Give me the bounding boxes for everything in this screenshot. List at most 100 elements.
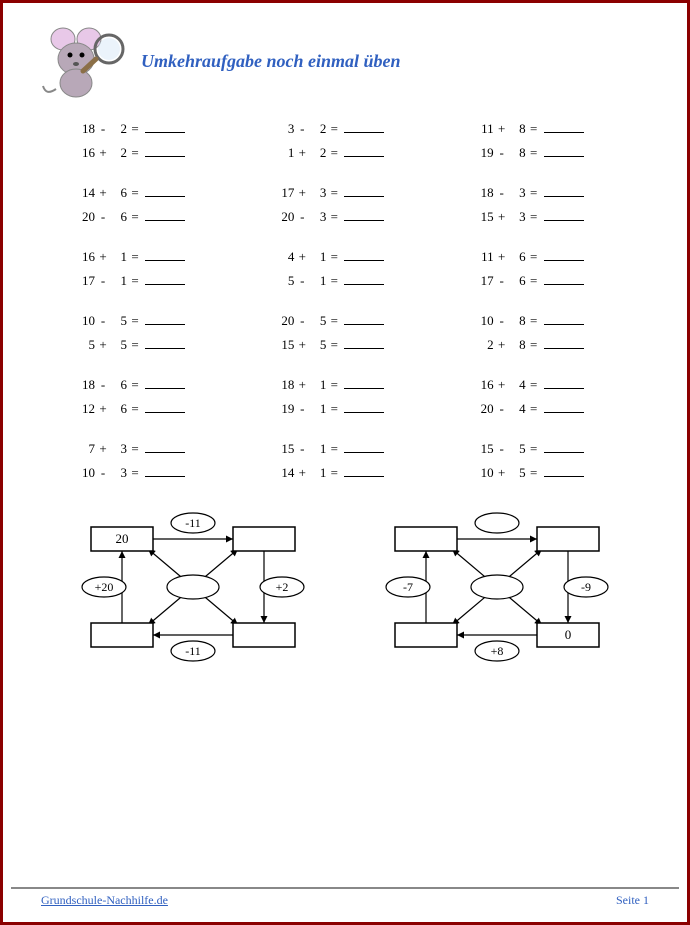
answer-blank[interactable]	[544, 185, 584, 197]
box-tl[interactable]	[395, 527, 457, 551]
equals-sign: =	[526, 209, 542, 225]
answer-blank[interactable]	[344, 465, 384, 477]
answer-blank[interactable]	[544, 337, 584, 349]
answer-blank[interactable]	[544, 441, 584, 453]
math-problem: 16+4=	[470, 377, 639, 399]
math-problem: 15-1=	[270, 441, 439, 463]
answer-blank[interactable]	[344, 185, 384, 197]
footer-source-link[interactable]: Grundschule-Nachhilfe.de	[41, 893, 168, 908]
operand-a: 12	[71, 401, 95, 417]
math-problem: 1+2=	[270, 145, 439, 167]
operand-a: 10	[470, 465, 494, 481]
answer-blank[interactable]	[544, 273, 584, 285]
equals-sign: =	[127, 121, 143, 137]
operator: +	[294, 377, 310, 393]
answer-blank[interactable]	[544, 401, 584, 413]
mouse-mascot-icon	[41, 21, 131, 101]
operator: +	[494, 465, 510, 481]
answer-blank[interactable]	[145, 185, 185, 197]
oval-center[interactable]	[471, 575, 523, 599]
operand-b: 6	[510, 273, 526, 289]
box-tr[interactable]	[233, 527, 295, 551]
answer-blank[interactable]	[145, 337, 185, 349]
answer-blank[interactable]	[344, 313, 384, 325]
oval-top[interactable]	[475, 513, 519, 533]
answer-blank[interactable]	[344, 249, 384, 261]
diagrams-row: 20-11-11+20+20+8-7-9	[11, 487, 679, 667]
equals-sign: =	[526, 377, 542, 393]
svg-text:-9: -9	[581, 580, 591, 594]
operand-b: 3	[310, 209, 326, 225]
operator: -	[294, 273, 310, 289]
answer-blank[interactable]	[544, 121, 584, 133]
answer-blank[interactable]	[145, 273, 185, 285]
answer-blank[interactable]	[145, 441, 185, 453]
answer-blank[interactable]	[544, 249, 584, 261]
answer-blank[interactable]	[344, 401, 384, 413]
operand-a: 18	[470, 185, 494, 201]
operator: +	[95, 401, 111, 417]
math-problem: 17-6=	[470, 273, 639, 295]
box-bl[interactable]	[395, 623, 457, 647]
operand-b: 1	[111, 273, 127, 289]
answer-blank[interactable]	[344, 377, 384, 389]
answer-blank[interactable]	[544, 377, 584, 389]
operand-a: 18	[270, 377, 294, 393]
equals-sign: =	[326, 313, 342, 329]
operator: -	[294, 209, 310, 225]
operator: +	[494, 121, 510, 137]
equals-sign: =	[526, 465, 542, 481]
answer-blank[interactable]	[145, 377, 185, 389]
operand-b: 3	[510, 209, 526, 225]
answer-blank[interactable]	[145, 209, 185, 221]
math-problem: 18-6=	[71, 377, 240, 399]
answer-blank[interactable]	[344, 337, 384, 349]
box-br[interactable]	[233, 623, 295, 647]
answer-blank[interactable]	[145, 401, 185, 413]
math-problem: 15+3=	[470, 209, 639, 231]
answer-blank[interactable]	[344, 273, 384, 285]
math-problem: 5+5=	[71, 337, 240, 359]
equals-sign: =	[526, 273, 542, 289]
operand-b: 3	[510, 185, 526, 201]
operand-b: 5	[510, 441, 526, 457]
answer-blank[interactable]	[344, 145, 384, 157]
operand-a: 5	[270, 273, 294, 289]
answer-blank[interactable]	[344, 209, 384, 221]
operand-a: 20	[270, 209, 294, 225]
operator: +	[294, 249, 310, 265]
operand-a: 20	[71, 209, 95, 225]
answer-blank[interactable]	[344, 121, 384, 133]
answer-blank[interactable]	[145, 121, 185, 133]
row-gap	[71, 297, 639, 311]
box-bl[interactable]	[91, 623, 153, 647]
operand-a: 10	[470, 313, 494, 329]
box-tr[interactable]	[537, 527, 599, 551]
math-problem: 14+1=	[270, 465, 439, 487]
svg-text:0: 0	[565, 627, 572, 642]
math-problem: 20-6=	[71, 209, 240, 231]
operand-a: 14	[71, 185, 95, 201]
row-gap	[71, 169, 639, 183]
operand-a: 16	[71, 249, 95, 265]
answer-blank[interactable]	[544, 145, 584, 157]
answer-blank[interactable]	[544, 465, 584, 477]
answer-blank[interactable]	[544, 313, 584, 325]
answer-blank[interactable]	[344, 441, 384, 453]
operator: -	[95, 209, 111, 225]
answer-blank[interactable]	[145, 465, 185, 477]
answer-blank[interactable]	[544, 209, 584, 221]
answer-blank[interactable]	[145, 145, 185, 157]
equals-sign: =	[127, 401, 143, 417]
equals-sign: =	[326, 401, 342, 417]
equals-sign: =	[526, 185, 542, 201]
oval-center[interactable]	[167, 575, 219, 599]
answer-blank[interactable]	[145, 313, 185, 325]
equals-sign: =	[127, 249, 143, 265]
operand-b: 8	[510, 313, 526, 329]
answer-blank[interactable]	[145, 249, 185, 261]
operand-a: 17	[270, 185, 294, 201]
operand-b: 6	[111, 209, 127, 225]
equals-sign: =	[127, 313, 143, 329]
equals-sign: =	[326, 121, 342, 137]
